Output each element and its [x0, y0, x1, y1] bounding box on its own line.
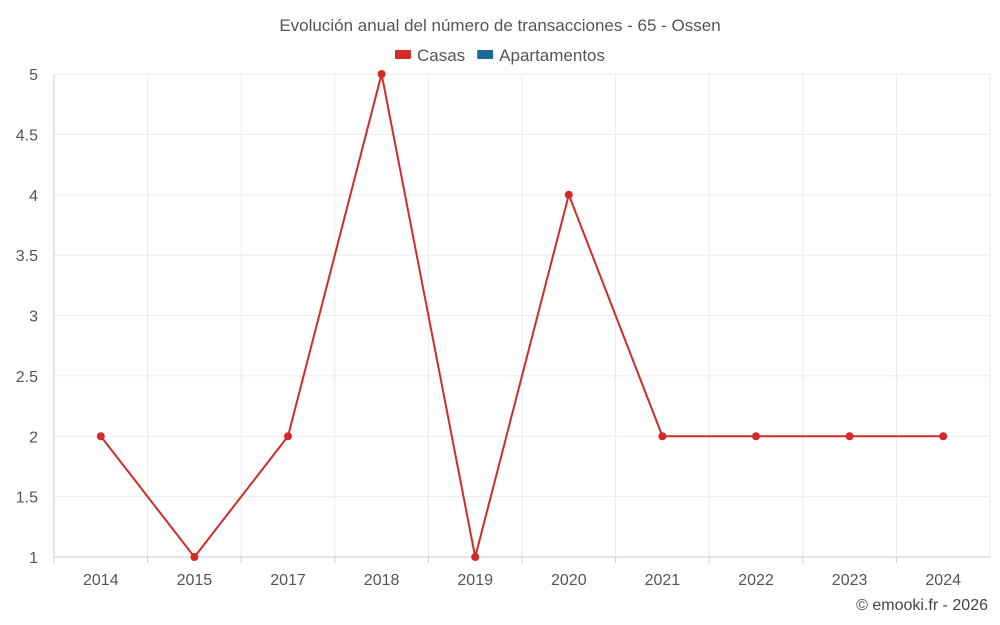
y-tick-label: 4 [29, 188, 38, 205]
x-tick-label: 2022 [738, 572, 774, 589]
x-tick-label: 2024 [925, 572, 961, 589]
data-point[interactable] [284, 432, 292, 441]
y-tick-label: 1.5 [16, 490, 38, 507]
axes: 1 1.5 2 2.5 3 3.5 4 4.5 5 2014 2015 2017 2018 2019 202… [16, 67, 990, 589]
legend-swatch [394, 50, 411, 59]
data-point[interactable] [845, 432, 854, 441]
y-tick-label: 2 [29, 429, 38, 446]
data-point[interactable] [377, 70, 386, 78]
chart-title: Evolución anual del número de transaccio… [279, 16, 720, 35]
data-point[interactable] [658, 432, 667, 441]
legend-item-casas[interactable]: Casas [394, 46, 465, 65]
y-tick-label: 4.5 [16, 127, 38, 144]
legend-item-apartamentos[interactable]: Apartamentos [477, 46, 605, 65]
y-tick-label: 1 [29, 550, 38, 567]
y-tick-label: 5 [29, 67, 38, 84]
x-tick-label: 2023 [832, 572, 868, 589]
data-point[interactable] [939, 432, 948, 441]
x-tick-label: 2020 [551, 572, 587, 589]
data-point[interactable] [564, 190, 573, 199]
x-tick-label: 2014 [83, 572, 119, 589]
legend-label: Casas [417, 46, 465, 65]
data-point[interactable] [96, 432, 105, 441]
data-point[interactable] [752, 432, 760, 441]
data-point[interactable] [190, 553, 199, 561]
series-layer [96, 70, 948, 561]
data-point[interactable] [471, 553, 480, 561]
x-tick-label: 2017 [270, 572, 306, 589]
y-tick-label: 3.5 [16, 248, 38, 265]
legend-swatch [477, 50, 494, 59]
grid [53, 73, 991, 558]
legend-label: Apartamentos [499, 46, 605, 65]
y-tick-label: 2.5 [16, 369, 38, 386]
series-line-casas [100, 73, 944, 559]
x-tick-label: 2018 [364, 572, 400, 589]
credit-text: © emooki.fr - 2026 [856, 597, 988, 614]
x-tick-label: 2019 [457, 572, 493, 589]
legend: Casas Apartamentos [394, 46, 605, 65]
x-tick-label: 2015 [177, 572, 213, 589]
y-tick-label: 3 [29, 309, 38, 326]
x-tick-label: 2021 [645, 572, 681, 589]
